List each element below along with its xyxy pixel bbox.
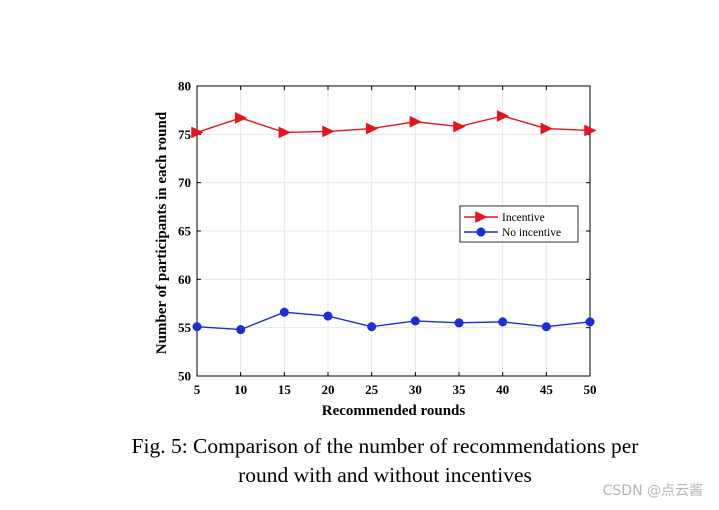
data-point [365,122,379,135]
figure-caption: Fig. 5: Comparison of the number of reco… [60,432,710,490]
caption-line-1: Fig. 5: Comparison of the number of reco… [131,434,639,458]
legend-label: Incentive [502,212,545,224]
data-point [367,322,377,332]
data-point [322,125,335,138]
data-point [234,112,248,124]
data-point [540,122,553,135]
legend-marker [476,227,486,237]
series-line [196,311,591,331]
data-point [496,110,510,122]
x-axis-title: Recommended rounds [322,403,466,419]
data-point [498,317,508,327]
x-tick-label: 50 [584,382,597,397]
series-no-incentive [192,307,595,335]
x-tick-label: 30 [409,382,422,397]
legend-label: No incentive [502,227,561,239]
data-point [323,311,333,321]
legend: Incentive No incentive [459,205,579,243]
y-tick-label: 70 [178,175,191,190]
x-tick-label: 40 [496,382,509,397]
watermark: CSDN @点云酱 [602,483,703,499]
y-tick-label: 80 [178,79,191,94]
y-tick-label: 65 [178,224,192,239]
data-point [236,325,246,335]
data-point [585,317,595,327]
x-tick-label: 45 [540,382,554,397]
x-tick-label: 25 [365,382,379,397]
y-tick-label: 50 [178,369,191,384]
data-point [584,124,597,137]
x-tick-label: 20 [322,382,335,397]
data-point [191,126,204,139]
data-point [410,316,420,326]
legend-marker [475,211,488,223]
data-point [454,318,464,328]
y-tick-label: 55 [178,320,192,335]
series-line [196,115,591,134]
x-tick-label: 15 [278,382,292,397]
data-point [278,126,291,139]
caption-line-2: round with and without incentives [238,463,532,487]
x-tick-label: 10 [234,382,247,397]
data-point [541,322,551,332]
data-point [409,115,422,128]
y-tick-label: 75 [178,127,192,142]
data-point [453,120,466,133]
series-incentive [191,110,597,139]
y-tick-label: 60 [178,272,191,287]
data-point [279,307,289,317]
data-point [192,322,202,332]
y-axis-title: Number of participants in each round [154,111,170,354]
x-tick-label: 5 [194,382,201,397]
x-tick-label: 35 [453,382,467,397]
